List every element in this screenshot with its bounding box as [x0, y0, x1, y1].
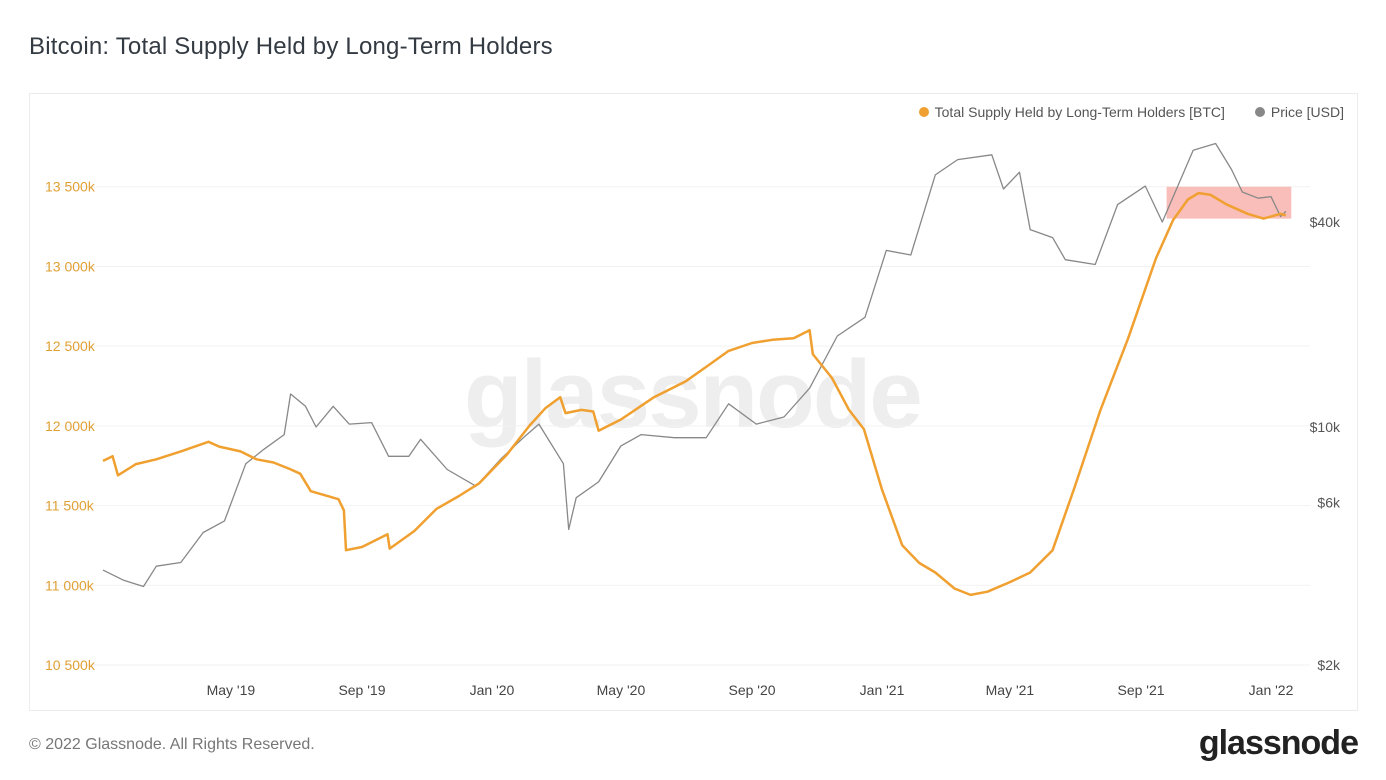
- x-tick-label: Jan '22: [1249, 682, 1294, 698]
- legend-dot-price: [1254, 107, 1265, 117]
- left-tick-label: 11 000k: [45, 577, 95, 593]
- left-tick-label: 13 500k: [45, 179, 96, 195]
- left-tick-label: 13 000k: [45, 258, 96, 274]
- legend-item-lth[interactable]: Total Supply Held by Long-Term Holders […: [918, 104, 1225, 120]
- right-tick-label: $40k: [1310, 214, 1341, 230]
- chart-title: Bitcoin: Total Supply Held by Long-Term …: [29, 33, 553, 60]
- x-tick-label: May '19: [207, 682, 256, 698]
- right-axis-labels: $2k $6k $10k $40k: [1310, 214, 1341, 673]
- x-tick-label: Jan '20: [470, 682, 515, 698]
- x-tick-label: May '21: [986, 682, 1035, 698]
- legend-item-price[interactable]: Price [USD]: [1254, 104, 1344, 120]
- price-line: [102, 142, 1287, 588]
- left-axis-labels: 10 500k 11 000k 11 500k 12 000k 12 500k 13 00…: [45, 179, 96, 673]
- x-tick-label: Jan '21: [860, 682, 905, 698]
- left-tick-label: 12 000k: [45, 418, 96, 434]
- legend-label-price: Price [USD]: [1270, 104, 1344, 120]
- copyright-footer: © 2022 Glassnode. All Rights Reserved.: [29, 736, 315, 753]
- gridlines: [45, 186, 1310, 666]
- right-tick-label: $2k: [1317, 657, 1341, 673]
- left-tick-label: 10 500k: [45, 657, 96, 673]
- x-tick-label: Sep '19: [338, 682, 385, 698]
- x-tick-label: Sep '20: [728, 682, 775, 698]
- x-tick-label: May '20: [597, 682, 646, 698]
- brand-logo: glassnode: [1198, 724, 1359, 762]
- legend: Total Supply Held by Long-Term Holders […: [918, 104, 1344, 120]
- left-tick-label: 11 500k: [45, 498, 95, 514]
- chart-frame: [29, 93, 1358, 711]
- x-tick-label: Sep '21: [1117, 682, 1164, 698]
- right-tick-label: $6k: [1317, 495, 1341, 511]
- right-tick-label: $10k: [1310, 419, 1341, 435]
- lth-supply-line: [102, 191, 1287, 597]
- highlight-box: [1166, 186, 1292, 219]
- left-tick-label: 12 500k: [45, 338, 96, 354]
- highlight-region: [1166, 186, 1292, 219]
- x-axis-labels: May '19 Sep '19 Jan '20 May '20 Sep '20 Jan '…: [207, 682, 1294, 698]
- legend-label-lth: Total Supply Held by Long-Term Holders […: [934, 104, 1225, 120]
- legend-dot-lth: [918, 107, 929, 117]
- series-lines: [102, 142, 1287, 597]
- watermark: glassnode: [464, 341, 923, 448]
